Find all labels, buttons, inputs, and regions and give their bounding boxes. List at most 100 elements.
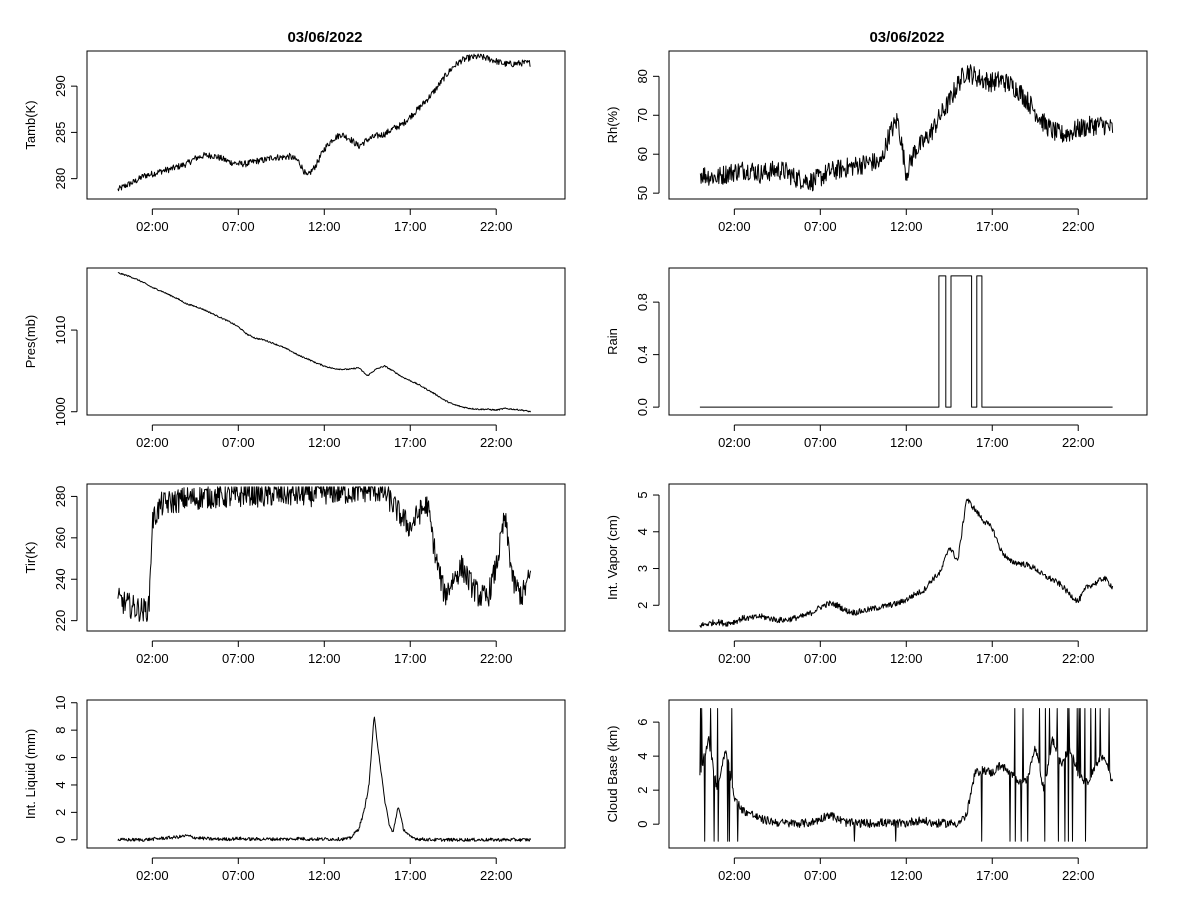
panel-8: 02:00 07:00 12:00 17:00 22:00 0 2 4 6 Cloud Base …: [605, 699, 1148, 883]
x-axis: 02:00 07:00 12:00 17:00 22:00: [718, 208, 1095, 234]
x-tick-label: 17:00: [976, 435, 1009, 450]
x-tick-label: 12:00: [308, 651, 341, 666]
x-tick-label: 02:00: [136, 868, 169, 883]
y-axis-label: Cloud Base (km): [605, 726, 620, 823]
x-tick-label: 17:00: [976, 868, 1009, 883]
y-axis: 50 60 70 80: [635, 69, 660, 200]
y-axis-label: Int. Liquid (mm): [23, 729, 38, 819]
x-tick-label: 07:00: [222, 435, 255, 450]
x-tick-label: 12:00: [890, 651, 923, 666]
panel-6: 02:00 07:00 12:00 17:00 22:00 2 3 4 5 Int. Vapor …: [605, 483, 1148, 666]
x-tick-label: 07:00: [222, 868, 255, 883]
panel-2: 02:00 07:00 12:00 17:00 22:00 50 60 70 80 Rh(%): [605, 50, 1148, 234]
plot-frame: [86, 50, 566, 200]
x-tick-label: 07:00: [222, 651, 255, 666]
y-axis: 0 2 4 6: [635, 718, 660, 828]
right-column-title: 03/06/2022: [869, 29, 944, 46]
y-axis-label: Tir(K): [23, 541, 38, 573]
y-axis-label: Tamb(K): [23, 100, 38, 149]
x-tick-label: 12:00: [890, 868, 923, 883]
x-tick-label: 12:00: [890, 435, 923, 450]
panel-4: 02:00 07:00 12:00 17:00 22:00 0.0 0.4 0.8 Rain: [605, 267, 1148, 450]
x-tick-label: 17:00: [394, 435, 427, 450]
x-tick-label: 22:00: [480, 219, 513, 234]
panel-3: 02:00 07:00 12:00 17:00 22:00 1000 1010 Pres(mb…: [23, 267, 566, 450]
y-tick-label: 280: [53, 486, 68, 508]
x-tick-label: 22:00: [1062, 651, 1095, 666]
x-tick-label: 17:00: [394, 651, 427, 666]
y-tick-label: 80: [635, 69, 650, 83]
x-axis: 02:00 07:00 12:00 17:00 22:00: [136, 640, 513, 666]
y-tick-label: 6: [53, 754, 68, 761]
x-tick-label: 22:00: [480, 651, 513, 666]
y-tick-label: 260: [53, 527, 68, 549]
x-tick-label: 07:00: [804, 651, 837, 666]
x-tick-label: 02:00: [718, 868, 751, 883]
y-axis-label: Int. Vapor (cm): [605, 515, 620, 600]
y-axis: 1000 1010: [53, 316, 78, 426]
y-tick-label: 0.4: [635, 346, 650, 364]
x-axis: 02:00 07:00 12:00 17:00 22:00: [718, 857, 1095, 883]
x-tick-label: 22:00: [1062, 219, 1095, 234]
plot-frame: [668, 483, 1148, 632]
y-tick-label: 2: [53, 809, 68, 816]
y-axis: 0.0 0.4 0.8: [635, 293, 660, 416]
y-axis: 280 285 290: [53, 75, 78, 190]
panels-container: 02:00 07:00 12:00 17:00 22:00280285290Tamb(K…: [23, 50, 1148, 883]
y-tick-label: 290: [53, 75, 68, 97]
y-tick-label: 2: [635, 602, 650, 609]
series-line: [117, 272, 532, 413]
x-axis: 02:00 07:00 12:00 17:00 22:00: [136, 208, 513, 234]
panel-1: 02:00 07:00 12:00 17:00 22:00 280 285 290 Tamb(K…: [23, 50, 566, 234]
y-tick-label: 4: [635, 528, 650, 535]
y-tick-label: 4: [635, 753, 650, 760]
y-tick-label: 1000: [53, 397, 68, 426]
x-tick-label: 07:00: [222, 219, 255, 234]
x-tick-label: 02:00: [718, 651, 751, 666]
x-tick-label: 22:00: [1062, 435, 1095, 450]
x-tick-label: 22:00: [480, 868, 513, 883]
x-tick-label: 12:00: [308, 868, 341, 883]
y-tick-label: 240: [53, 568, 68, 590]
y-axis-label: Rh(%): [605, 107, 620, 144]
x-tick-label: 12:00: [308, 435, 341, 450]
x-tick-label: 02:00: [136, 651, 169, 666]
plot-frame: [86, 699, 566, 849]
y-tick-label: 220: [53, 610, 68, 632]
x-tick-label: 17:00: [976, 651, 1009, 666]
y-axis-label: Rain: [605, 328, 620, 355]
plot-frame: [668, 50, 1148, 200]
x-tick-label: 07:00: [804, 219, 837, 234]
x-tick-label: 22:00: [1062, 868, 1095, 883]
series-line: [699, 64, 1114, 192]
y-tick-label: 0.0: [635, 398, 650, 416]
y-tick-label: 6: [635, 718, 650, 725]
y-axis: 2 3 4 5: [635, 491, 660, 609]
x-tick-label: 17:00: [976, 219, 1009, 234]
y-tick-label: 0: [53, 836, 68, 843]
x-axis: 02:00 07:00 12:00 17:00 22:00: [136, 857, 513, 883]
y-tick-label: 285: [53, 122, 68, 144]
y-axis: 0 2 4 6 8 10: [53, 696, 78, 843]
y-axis-label: Pres(mb): [23, 315, 38, 368]
figure-titles: 03/06/2022 03/06/2022: [287, 29, 944, 46]
y-tick-label: 5: [635, 491, 650, 498]
y-tick-label: 70: [635, 108, 650, 122]
x-tick-label: 02:00: [136, 219, 169, 234]
plot-frame: [668, 267, 1148, 416]
y-tick-label: 8: [53, 727, 68, 734]
y-tick-label: 4: [53, 781, 68, 788]
y-tick-label: 1010: [53, 316, 68, 345]
left-column-title: 03/06/2022: [287, 29, 362, 46]
y-tick-label: 280: [53, 168, 68, 190]
y-tick-label: 3: [635, 565, 650, 572]
x-axis: 02:00 07:00 12:00 17:00 22:00: [718, 640, 1095, 666]
x-tick-label: 22:00: [480, 435, 513, 450]
series-line: [699, 708, 1114, 842]
y-tick-label: 60: [635, 147, 650, 161]
x-tick-label: 17:00: [394, 868, 427, 883]
series-line: [699, 498, 1114, 628]
x-tick-label: 17:00: [394, 219, 427, 234]
y-tick-label: 50: [635, 186, 650, 200]
